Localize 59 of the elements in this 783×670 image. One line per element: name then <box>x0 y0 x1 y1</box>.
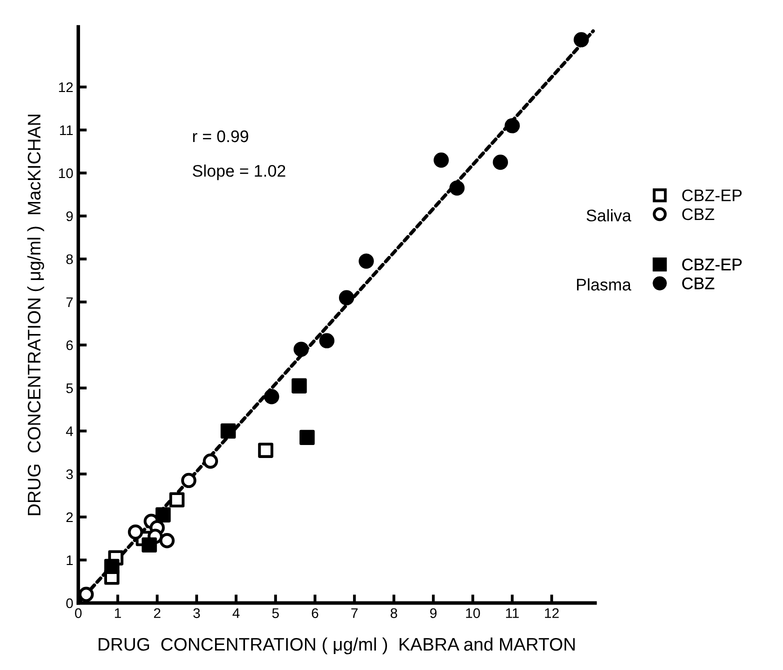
point <box>300 430 315 446</box>
point <box>294 342 309 357</box>
y-tick-label: 8 <box>66 254 73 264</box>
y-tick-label: 10 <box>59 168 73 178</box>
y-tick-label: 4 <box>66 426 74 436</box>
legend-label: CBZ-EP <box>682 189 742 202</box>
y-tick-label: 11 <box>60 125 73 136</box>
x-tick-label: 3 <box>193 608 200 618</box>
annotation: Plasma <box>577 278 632 291</box>
point <box>142 537 157 553</box>
y-tick-label: 6 <box>66 340 73 350</box>
annotation: r = 0.99 <box>193 130 248 142</box>
y-tick-label: 1 <box>66 555 73 566</box>
point <box>78 586 94 602</box>
x-tick-label: 5 <box>272 608 279 618</box>
x-axis-title: DRUG CONCENTRATION ( μg/ml ) KABRA and MARTON <box>98 637 575 654</box>
y-tick-label: 12 <box>59 82 73 92</box>
point <box>434 152 449 168</box>
y-tick-label: 2 <box>66 512 73 522</box>
annotation: Slope = 1.02 <box>192 164 286 180</box>
x-tick-label: 12 <box>545 608 559 618</box>
x-tick-label: 4 <box>232 608 240 618</box>
x-tick-label: 6 <box>312 608 318 618</box>
point <box>220 423 236 439</box>
y-tick-label: 7 <box>66 297 73 308</box>
x-tick-label: 11 <box>506 608 519 618</box>
y-tick-label: 0 <box>66 598 73 608</box>
point <box>258 442 274 458</box>
x-tick-label: 0 <box>74 608 82 618</box>
point <box>504 118 520 134</box>
point <box>202 454 218 469</box>
y-tick-label: 9 <box>66 211 73 222</box>
y-tick-label: 5 <box>66 383 73 394</box>
point <box>159 533 175 548</box>
point <box>292 378 307 394</box>
y-tick-label: 3 <box>66 469 73 480</box>
point <box>104 558 120 574</box>
x-tick-label: 10 <box>466 608 480 618</box>
point <box>169 492 185 508</box>
point <box>181 472 196 488</box>
y-axis-title: DRUG CONCENTRATION ( μg/ml ) MacKICHAN <box>27 114 44 516</box>
legend-label: CBZ <box>682 277 714 290</box>
annotation: Saliva <box>586 209 632 222</box>
point <box>358 254 374 269</box>
point <box>264 389 280 404</box>
x-tick-label: 9 <box>430 608 437 618</box>
x-tick-label: 2 <box>154 608 160 618</box>
point <box>128 524 144 540</box>
point <box>574 32 589 48</box>
point <box>492 154 508 170</box>
x-tick-label: 1 <box>114 608 121 618</box>
point <box>156 507 171 522</box>
point <box>338 290 354 306</box>
legend-label: CBZ <box>682 208 714 220</box>
point <box>449 180 465 196</box>
legend-label: CBZ-EP <box>682 258 742 270</box>
point <box>319 333 334 348</box>
x-tick-label: 8 <box>390 608 398 618</box>
x-tick-label: 7 <box>351 608 358 618</box>
